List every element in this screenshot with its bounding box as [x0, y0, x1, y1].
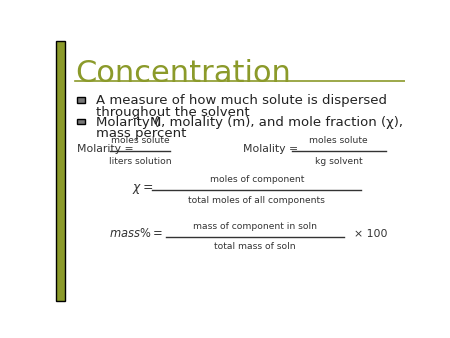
Text: moles solute: moles solute	[111, 136, 169, 145]
Text: × 100: × 100	[355, 229, 388, 239]
Text: liters solution: liters solution	[108, 157, 171, 166]
Text: total mass of soln: total mass of soln	[214, 242, 296, 251]
Text: $mass\%=$: $mass\%=$	[108, 227, 162, 240]
FancyBboxPatch shape	[77, 97, 85, 102]
Text: moles solute: moles solute	[310, 136, 368, 145]
Text: mass percent: mass percent	[96, 127, 187, 140]
Text: Molality =: Molality =	[243, 144, 298, 153]
Text: throughout the solvent: throughout the solvent	[96, 106, 250, 119]
Text: total moles of all components: total moles of all components	[189, 196, 325, 205]
Text: χ =: χ =	[133, 181, 154, 194]
Text: mass of component in soln: mass of component in soln	[193, 221, 317, 231]
FancyBboxPatch shape	[56, 41, 65, 301]
Text: kg solvent: kg solvent	[315, 157, 363, 166]
Text: M: M	[150, 116, 161, 128]
Text: Molarity (: Molarity (	[96, 116, 159, 128]
Text: ), molality (m), and mole fraction (χ),: ), molality (m), and mole fraction (χ),	[156, 116, 403, 128]
Text: Molarity =: Molarity =	[77, 144, 134, 153]
FancyBboxPatch shape	[77, 119, 85, 124]
Text: Concentration: Concentration	[76, 59, 291, 88]
Text: A measure of how much solute is dispersed: A measure of how much solute is disperse…	[96, 94, 387, 107]
Text: moles of component: moles of component	[210, 175, 304, 185]
